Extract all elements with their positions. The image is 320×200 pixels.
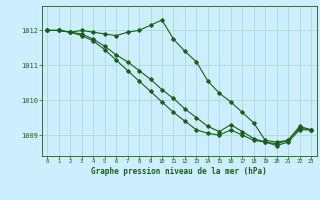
X-axis label: Graphe pression niveau de la mer (hPa): Graphe pression niveau de la mer (hPa) bbox=[91, 167, 267, 176]
